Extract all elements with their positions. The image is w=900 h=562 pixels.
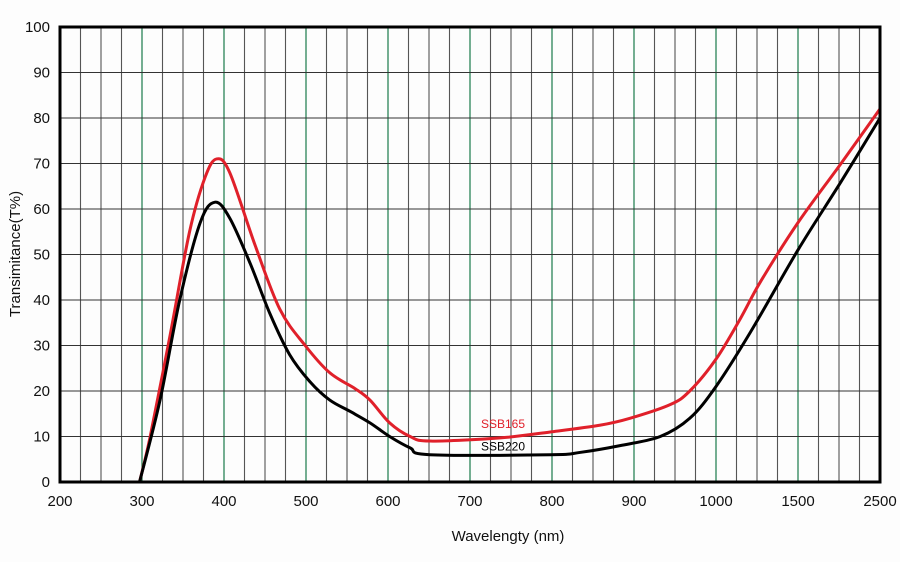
x-tick-label: 900: [621, 493, 646, 510]
x-tick-label: 300: [129, 493, 154, 510]
y-tick-label: 10: [33, 429, 50, 446]
x-tick-label: 400: [211, 493, 236, 510]
series-line-ssb220: [138, 117, 882, 483]
x-tick-label: 700: [457, 493, 482, 510]
x-tick-label: 600: [375, 493, 400, 510]
series-layer: [138, 108, 882, 483]
y-tick-label: 20: [33, 383, 50, 400]
series-label-ssb165: SSB165: [481, 417, 525, 431]
y-axis-ticks: 0 10 20 30 40 50 60 70 80 90 100: [25, 19, 50, 491]
series-line-ssb165: [138, 108, 882, 483]
x-axis-ticks: 200 300 400 500 600 700 800 900 1000 1500 2500: [47, 493, 896, 510]
annotations: SSB165 SSB220: [481, 417, 525, 454]
y-tick-label: 0: [42, 474, 50, 491]
grid: [59, 26, 881, 483]
x-tick-label: 1000: [699, 493, 732, 510]
y-tick-label: 100: [25, 19, 50, 36]
x-tick-label: 500: [293, 493, 318, 510]
series-label-ssb220: SSB220: [481, 440, 525, 454]
y-tick-label: 80: [33, 110, 50, 127]
y-tick-label: 40: [33, 292, 50, 309]
y-tick-label: 70: [33, 156, 50, 173]
plot-frame: [58, 25, 882, 484]
y-tick-label: 50: [33, 247, 50, 264]
x-tick-label: 800: [539, 493, 564, 510]
y-tick-label: 30: [33, 338, 50, 355]
y-tick-label: 90: [33, 65, 50, 82]
x-tick-label: 2500: [863, 493, 896, 510]
y-tick-label: 60: [33, 201, 50, 218]
y-axis-title: Transimitance(T%): [7, 191, 24, 317]
x-tick-label: 200: [47, 493, 72, 510]
x-axis-title: Wavelengty (nm): [452, 528, 565, 545]
x-tick-label: 1500: [781, 493, 814, 510]
